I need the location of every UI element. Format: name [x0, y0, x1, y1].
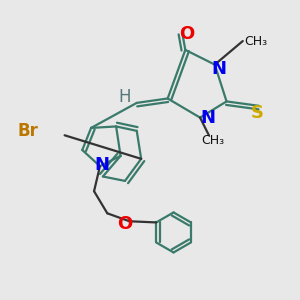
- Text: N: N: [212, 60, 227, 78]
- Text: H: H: [119, 88, 131, 106]
- Text: Br: Br: [17, 122, 38, 140]
- Text: N: N: [200, 109, 215, 127]
- Text: CH₃: CH₃: [202, 134, 225, 147]
- Text: N: N: [94, 156, 109, 174]
- Text: O: O: [117, 214, 133, 232]
- Text: S: S: [251, 104, 264, 122]
- Text: CH₃: CH₃: [244, 34, 267, 48]
- Text: O: O: [179, 25, 194, 43]
